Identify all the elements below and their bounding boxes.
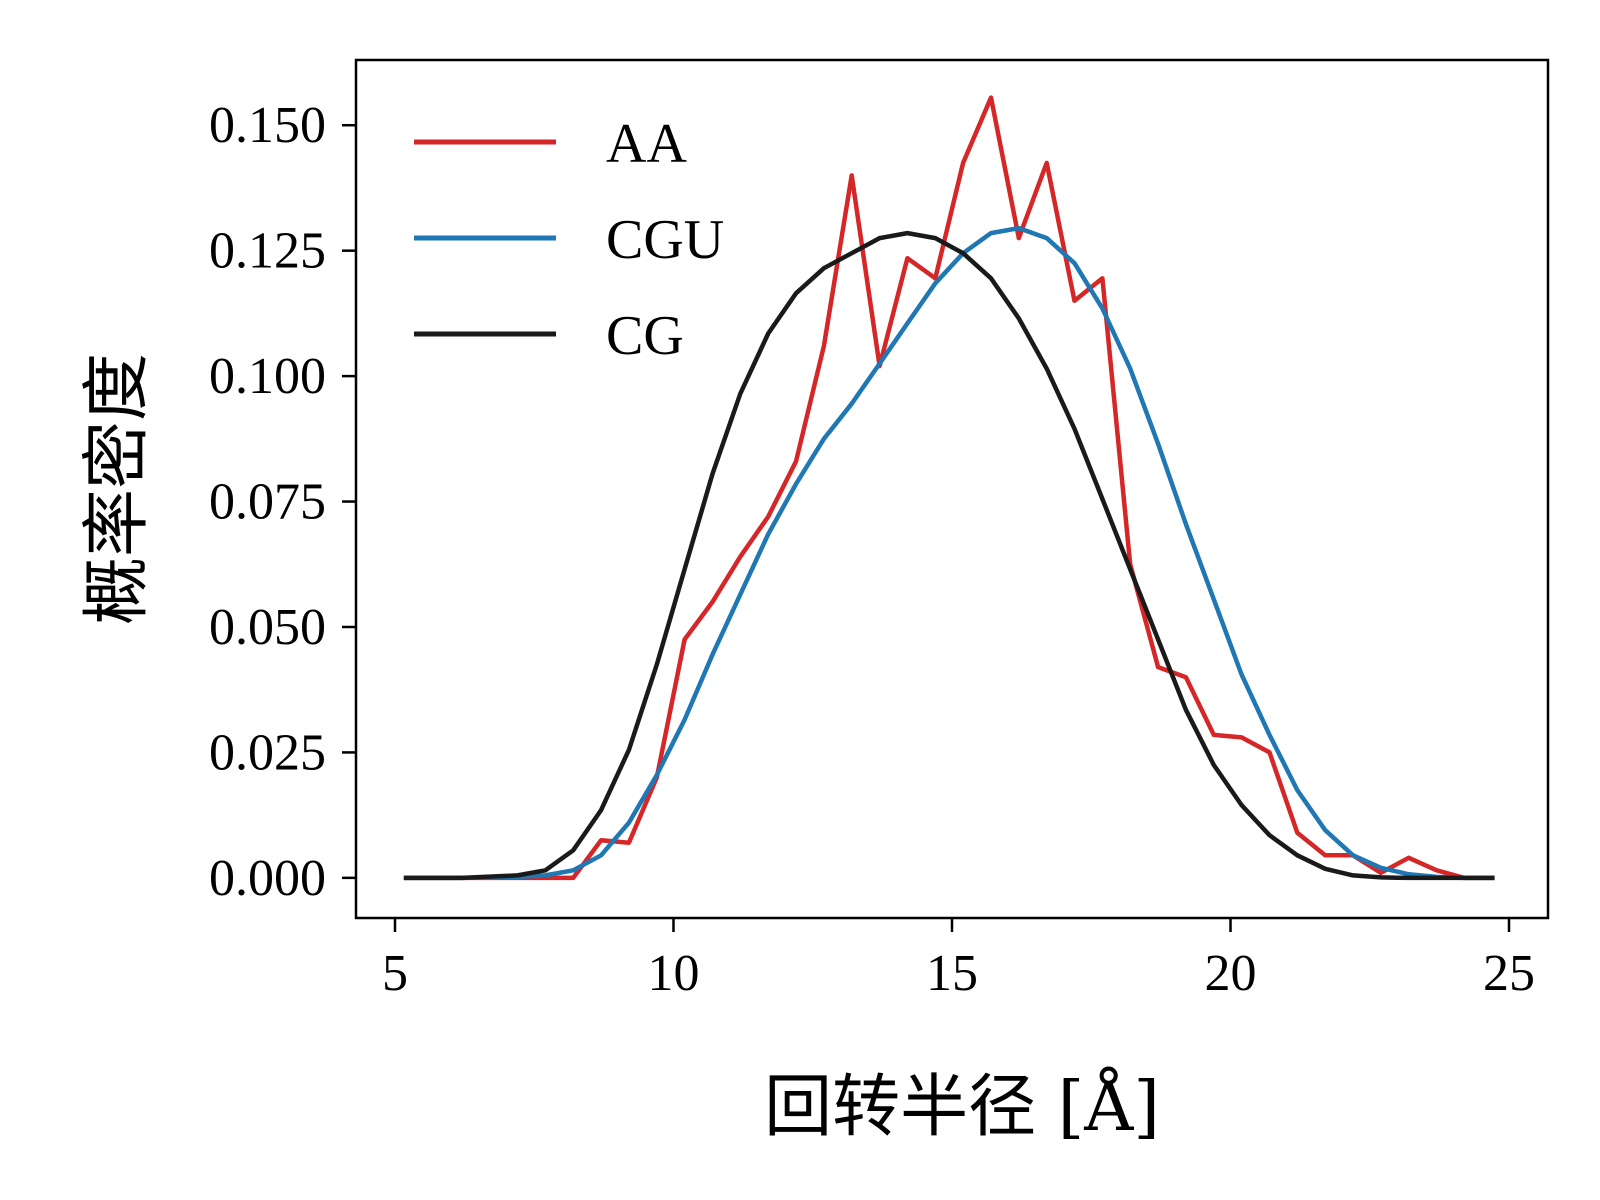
y-axis: 0.000 0.025 0.050 0.075 0.100 0.125 0.150 bbox=[209, 97, 356, 907]
x-tick-label: 25 bbox=[1483, 945, 1535, 1002]
series-line-cg bbox=[403, 230, 1495, 881]
x-tick-label: 10 bbox=[647, 945, 699, 1002]
legend-label-cgu: CGU bbox=[606, 209, 724, 271]
y-tick-label: 0.050 bbox=[209, 599, 326, 656]
series-layer bbox=[403, 95, 1495, 881]
legend-label-cg: CG bbox=[606, 305, 684, 367]
y-tick-label: 0.000 bbox=[209, 850, 326, 907]
series-line-aa bbox=[403, 95, 1495, 881]
x-axis-title: 回转半径 [Å] bbox=[764, 1067, 1160, 1147]
x-axis: 5 10 15 20 25 bbox=[382, 918, 1535, 1002]
x-tick-label: 20 bbox=[1205, 945, 1257, 1002]
y-tick-label: 0.100 bbox=[209, 348, 326, 405]
legend: AA CGU CG bbox=[414, 113, 724, 367]
series-line-cgu bbox=[403, 225, 1495, 881]
y-axis-title: 概率密度 bbox=[78, 353, 157, 625]
y-tick-label: 0.125 bbox=[209, 223, 326, 280]
y-tick-label: 0.150 bbox=[209, 97, 326, 154]
x-tick-label: 5 bbox=[382, 945, 408, 1002]
x-tick-label: 15 bbox=[926, 945, 978, 1002]
y-tick-label: 0.075 bbox=[209, 474, 326, 531]
plot-frame bbox=[354, 58, 1550, 920]
legend-label-aa: AA bbox=[606, 113, 687, 175]
y-tick-label: 0.025 bbox=[209, 724, 326, 781]
